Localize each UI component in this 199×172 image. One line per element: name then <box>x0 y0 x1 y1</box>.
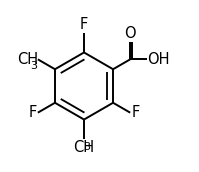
Text: F: F <box>131 105 139 120</box>
Text: 3: 3 <box>83 142 90 152</box>
Text: F: F <box>80 17 88 32</box>
Text: F: F <box>29 105 37 120</box>
Text: 3: 3 <box>30 61 37 71</box>
Text: O: O <box>124 26 136 41</box>
Text: CH: CH <box>73 140 95 155</box>
Text: OH: OH <box>147 52 170 67</box>
Text: CH: CH <box>17 52 38 67</box>
